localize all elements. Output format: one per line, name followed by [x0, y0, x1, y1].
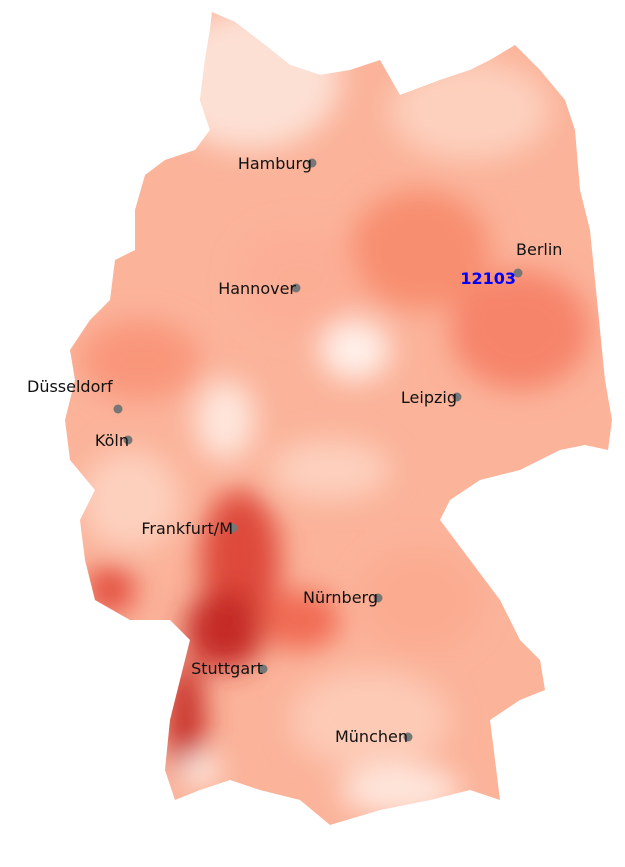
city-label: Leipzig [401, 388, 457, 407]
city-label: Hamburg [238, 154, 312, 173]
city-koeln[interactable]: Köln [95, 431, 133, 450]
city-stuttgart[interactable]: Stuttgart [191, 659, 268, 678]
city-label: Nürnberg [303, 588, 378, 607]
city-leipzig[interactable]: Leipzig [401, 388, 462, 407]
city-label: München [335, 727, 408, 746]
city-berlin[interactable]: Berlin [513, 240, 563, 278]
city-markers: Hamburg Berlin Hannover Düsseldorf Leipz… [27, 154, 562, 746]
city-nuernberg[interactable]: Nürnberg [303, 588, 383, 607]
city-frankfurt[interactable]: Frankfurt/M [141, 519, 238, 538]
city-label: Berlin [516, 240, 562, 259]
highlighted-postcode-label: 12103 [460, 269, 516, 288]
city-label: Köln [95, 431, 129, 450]
city-label: Hannover [218, 279, 296, 298]
city-hamburg[interactable]: Hamburg [238, 154, 317, 173]
city-duesseldorf[interactable]: Düsseldorf [27, 377, 123, 414]
city-label: Stuttgart [191, 659, 263, 678]
city-label: Frankfurt/M [141, 519, 233, 538]
city-hannover[interactable]: Hannover [218, 279, 301, 298]
city-label: Düsseldorf [27, 377, 113, 396]
city-muenchen[interactable]: München [335, 727, 413, 746]
